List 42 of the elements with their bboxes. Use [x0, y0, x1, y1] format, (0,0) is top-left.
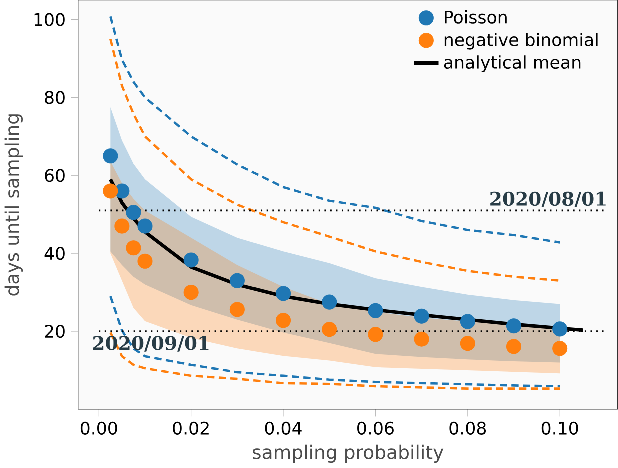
legend-label: analytical mean — [444, 56, 581, 72]
x-tick-label: 0.08 — [450, 422, 486, 436]
y-tick-label: 80 — [45, 91, 65, 104]
point — [368, 303, 384, 318]
point — [414, 332, 430, 347]
point — [138, 218, 153, 234]
point — [126, 205, 142, 220]
point — [126, 240, 142, 256]
point — [552, 341, 568, 356]
point — [552, 322, 568, 337]
y-tick-label: 20 — [45, 325, 65, 338]
x-axis-title: sampling probability — [253, 444, 444, 464]
x-tick-label: 0.00 — [80, 422, 118, 436]
point — [368, 327, 384, 342]
point — [506, 339, 522, 354]
legend-label: Poisson — [445, 10, 507, 24]
point — [114, 218, 130, 234]
point — [230, 273, 245, 288]
y-tick-label: 100 — [34, 13, 65, 26]
point — [460, 314, 476, 330]
point — [230, 302, 245, 318]
y-tick-label: 40 — [44, 247, 65, 260]
point — [138, 254, 153, 269]
point — [322, 294, 338, 310]
x-tick-label: 0.06 — [358, 422, 394, 436]
x-tick-label: 0.04 — [265, 422, 302, 436]
annotation: 2020/08/01 — [490, 192, 606, 208]
x-tick-label: 0.02 — [173, 422, 209, 436]
point — [103, 184, 118, 199]
y-axis-title: days until sampling — [4, 114, 23, 296]
y-tick-label: 60 — [45, 169, 65, 182]
point — [276, 313, 292, 328]
point — [322, 322, 338, 338]
x-tick-label: 0.10 — [542, 422, 578, 436]
legend-label: negative binomial — [444, 33, 598, 50]
point — [276, 286, 292, 302]
point — [184, 285, 199, 300]
point — [103, 148, 118, 164]
point — [460, 336, 476, 352]
point — [506, 318, 522, 334]
point — [414, 308, 430, 324]
point — [184, 252, 199, 268]
